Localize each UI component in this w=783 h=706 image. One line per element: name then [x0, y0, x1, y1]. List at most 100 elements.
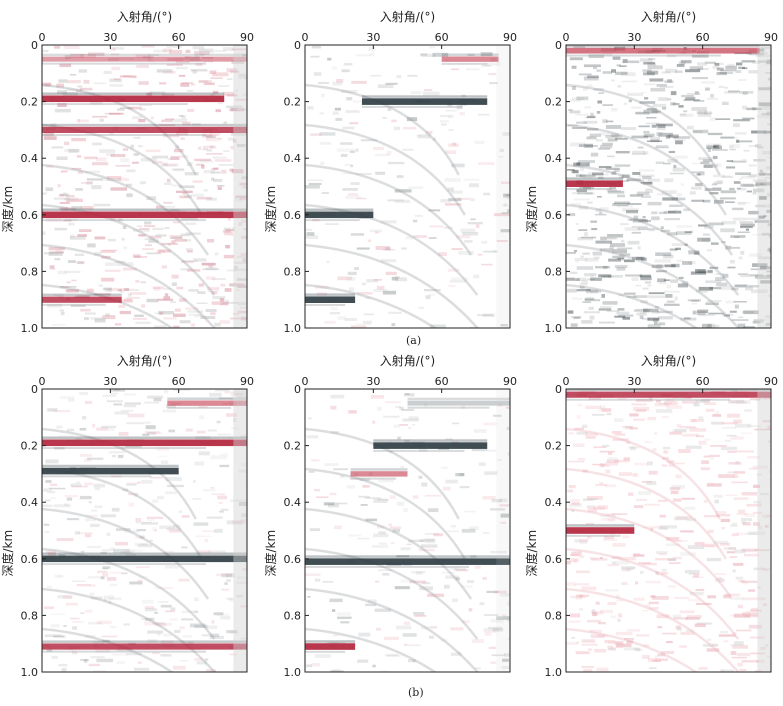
texture-cell [736, 577, 744, 580]
texture-cell [247, 669, 262, 671]
texture-cell [655, 259, 672, 262]
texture-cell [207, 239, 214, 243]
texture-cell [569, 111, 580, 114]
texture-cell [434, 533, 443, 536]
texture-cell [64, 503, 69, 506]
texture-cell [721, 221, 736, 224]
texture-cell [673, 557, 683, 560]
texture-cell [66, 603, 78, 606]
texture-cell [68, 223, 74, 226]
texture-cell [587, 116, 596, 118]
texture-cell [95, 319, 106, 323]
texture-cell [341, 154, 348, 157]
texture-cell [665, 69, 677, 73]
texture-cell [727, 435, 737, 437]
texture-cell [718, 474, 735, 478]
texture-cell [42, 231, 45, 235]
texture-cell [211, 77, 223, 79]
texture-cell [650, 595, 655, 597]
texture-cell [648, 179, 660, 182]
y-tick-label: 1.0 [284, 322, 302, 335]
texture-cell [708, 482, 714, 485]
texture-cell [163, 202, 173, 204]
texture-cell [159, 525, 174, 529]
texture-cell [642, 655, 650, 659]
texture-cell [58, 271, 67, 275]
texture-cell [219, 502, 223, 504]
y-tick-label: 0.8 [21, 265, 39, 278]
reflector-shadow [42, 54, 247, 57]
texture-cell [457, 198, 470, 200]
texture-cell [424, 89, 432, 91]
texture-cell [643, 131, 649, 133]
texture-cell [694, 573, 700, 576]
texture-cell [591, 558, 607, 560]
texture-cell [80, 454, 92, 457]
y-tick-label: 0.2 [545, 96, 563, 109]
texture-cell [691, 107, 707, 111]
texture-cell [92, 424, 95, 428]
texture-cell [401, 247, 406, 249]
texture-cell [413, 612, 424, 615]
texture-cell [123, 623, 129, 625]
texture-cell [643, 62, 655, 65]
texture-cell [221, 170, 226, 174]
texture-cell [618, 308, 625, 311]
texture-cell [475, 566, 481, 569]
texture-cell [690, 191, 696, 194]
texture-cell [674, 517, 687, 521]
texture-cell [633, 553, 640, 556]
texture-cell [362, 485, 369, 488]
texture-cell [369, 47, 376, 51]
texture-cell [448, 116, 454, 119]
texture-cell [707, 638, 711, 641]
texture-cell [182, 515, 190, 518]
texture-cell [467, 580, 474, 583]
texture-cell [719, 634, 736, 636]
texture-cell [679, 61, 686, 64]
texture-cell [400, 466, 404, 468]
texture-cell [613, 543, 626, 547]
texture-cell [361, 504, 368, 506]
texture-cell [386, 272, 397, 275]
texture-cell [482, 65, 491, 67]
texture-cell [673, 136, 690, 139]
texture-cell [375, 581, 379, 583]
texture-cell [611, 80, 615, 82]
texture-cell [207, 80, 211, 83]
texture-cell [218, 102, 223, 104]
y-tick-label: 0 [294, 39, 301, 52]
texture-cell [656, 551, 668, 554]
texture-cell [95, 506, 103, 509]
texture-cell [474, 141, 484, 144]
texture-cell [138, 662, 142, 664]
texture-cell [139, 108, 145, 110]
texture-cell [198, 147, 202, 150]
texture-cell [602, 104, 613, 106]
texture-cell [124, 394, 136, 396]
texture-cell [390, 495, 396, 499]
reflector-sidelobe [373, 450, 464, 452]
texture-cell [730, 149, 736, 151]
texture-cell [645, 282, 651, 284]
texture-cell [483, 496, 496, 499]
texture-cell [354, 267, 359, 270]
texture-cell [173, 314, 186, 317]
texture-cell [468, 222, 483, 224]
texture-cell [197, 291, 205, 294]
texture-cell [597, 196, 602, 198]
texture-cell [677, 260, 684, 262]
texture-cell [721, 447, 737, 451]
texture-cell [386, 83, 398, 85]
texture-cell [707, 595, 716, 598]
texture-cell [593, 67, 597, 69]
y-tick-label: 0 [31, 39, 38, 52]
texture-cell [337, 148, 354, 152]
texture-cell [197, 197, 212, 200]
texture-cell [104, 71, 112, 74]
texture-cell [634, 463, 648, 466]
x-tick-label: 90 [764, 375, 778, 388]
texture-cell [120, 75, 137, 77]
texture-cell [397, 437, 401, 440]
